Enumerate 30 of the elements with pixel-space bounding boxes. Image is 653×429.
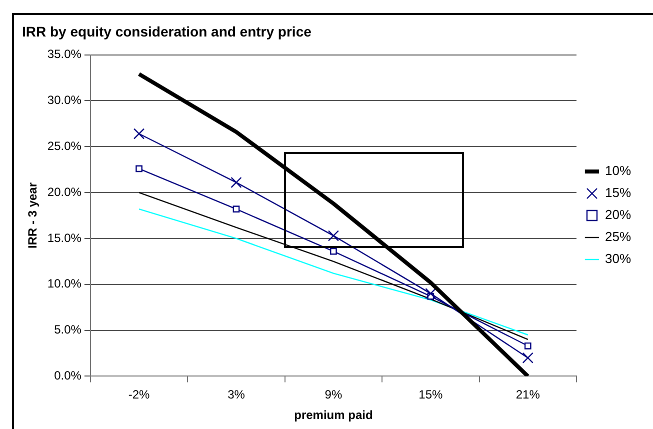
point	[524, 342, 532, 350]
y-tick-label: 10.0%	[47, 276, 82, 291]
y-tick-label: 25.0%	[47, 138, 82, 153]
x-tick-label: 21%	[516, 388, 540, 402]
y-tick-label: 0.0%	[54, 368, 82, 383]
point	[330, 248, 337, 255]
y-tick-label: 15.0%	[47, 230, 82, 245]
point	[425, 288, 436, 300]
y-tick-label: 35.0%	[47, 47, 82, 62]
point	[232, 206, 240, 212]
y-tick-label: 5.0%	[54, 322, 82, 337]
point	[328, 230, 340, 242]
y-tick-label: 20.0%	[47, 184, 82, 199]
point	[230, 176, 242, 188]
x-tick-label: -2%	[128, 388, 150, 402]
y-axis-title: IRR - 3 year	[26, 182, 40, 249]
legend-label: 30%	[604, 251, 632, 266]
x-tick-label: 15%	[418, 388, 443, 402]
point	[133, 128, 145, 140]
x-tick-label: 9%	[324, 388, 342, 402]
x-axis-title: premium paid	[294, 408, 373, 422]
point	[522, 352, 534, 364]
y-tick-label: 30.0%	[47, 93, 82, 108]
legend-label: 20%	[604, 207, 632, 222]
legend-label: 15%	[604, 185, 632, 200]
point	[136, 165, 142, 172]
chart-title: IRR by equity consideration and entry price	[22, 23, 312, 40]
legend-label: 25%	[604, 229, 632, 244]
legend-label: 10%	[604, 163, 632, 178]
x-tick-label: 3%	[228, 388, 246, 402]
